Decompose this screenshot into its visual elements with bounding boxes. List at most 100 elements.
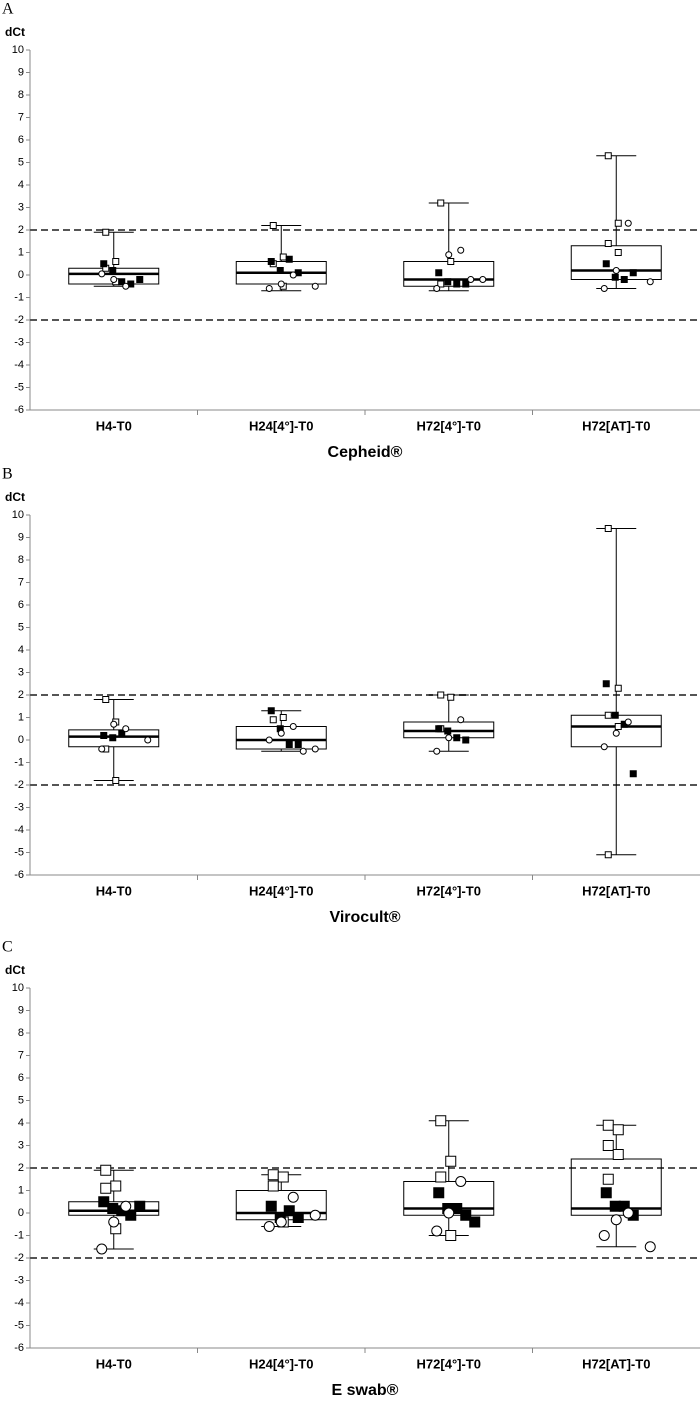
point — [98, 745, 106, 753]
y-tick-label: -2 — [14, 314, 24, 326]
y-tick-label: 6 — [18, 134, 24, 146]
chart-title: E swab® — [332, 1382, 399, 1399]
y-tick-label: 4 — [18, 644, 24, 656]
y-tick-label: 2 — [18, 1162, 24, 1174]
point — [455, 1176, 467, 1187]
point — [611, 273, 619, 281]
point — [612, 729, 620, 737]
point — [437, 199, 445, 207]
point — [265, 1200, 277, 1212]
point — [600, 743, 608, 751]
point — [100, 260, 108, 268]
point — [614, 219, 622, 227]
y-tick-label: -2 — [14, 779, 24, 791]
point — [122, 282, 130, 290]
x-tick-label: H4-T0 — [96, 883, 132, 898]
point — [437, 691, 445, 699]
y-tick-label: 1 — [18, 711, 24, 723]
point — [437, 280, 445, 288]
y-tick-label: -6 — [14, 404, 24, 416]
y-tick-label: 1 — [18, 1184, 24, 1196]
y-tick-label: -1 — [14, 1229, 24, 1241]
point — [598, 1230, 610, 1241]
y-tick-label: 6 — [18, 1072, 24, 1084]
y-tick-label: 8 — [18, 89, 24, 101]
y-tick-label: 9 — [18, 1004, 24, 1016]
point — [289, 723, 297, 730]
point — [435, 1115, 447, 1127]
box — [68, 1201, 160, 1216]
point — [457, 716, 465, 724]
point — [462, 736, 470, 744]
point — [287, 1191, 299, 1203]
point — [460, 1209, 472, 1221]
point — [444, 727, 452, 735]
point — [110, 1180, 122, 1192]
y-tick-label: 8 — [18, 554, 24, 566]
point — [614, 723, 622, 730]
point — [267, 258, 275, 265]
point — [431, 1225, 443, 1237]
y-tick-label: 8 — [18, 1027, 24, 1039]
point — [102, 696, 110, 703]
point — [447, 693, 455, 701]
point — [283, 1205, 295, 1217]
x-tick-label: H72[AT]-T0 — [582, 883, 650, 898]
point — [100, 1182, 112, 1194]
point — [292, 1212, 304, 1223]
x-tick-label: H4-T0 — [96, 1356, 132, 1371]
point — [453, 280, 461, 288]
point — [100, 1164, 112, 1176]
point — [122, 725, 130, 733]
point — [444, 278, 452, 286]
point — [109, 734, 117, 742]
point — [110, 276, 118, 283]
y-tick-label: 2 — [18, 689, 24, 701]
point — [629, 269, 637, 277]
y-tick-label: 10 — [12, 509, 24, 521]
panel-label: A — [2, 1, 14, 18]
point — [136, 276, 144, 283]
y-tick-label: 0 — [18, 734, 24, 746]
point — [109, 267, 117, 274]
point — [277, 280, 285, 288]
y-tick-label: -6 — [14, 869, 24, 881]
point — [275, 1216, 287, 1228]
y-tick-label: -6 — [14, 1342, 24, 1354]
point — [624, 718, 632, 726]
point — [269, 222, 277, 229]
point — [600, 285, 608, 292]
point — [125, 1209, 137, 1221]
point — [100, 732, 108, 739]
y-tick-label: 4 — [18, 1117, 24, 1129]
y-tick-label: -4 — [14, 1297, 24, 1309]
x-tick-label: H72[AT]-T0 — [582, 418, 650, 433]
point — [433, 1187, 445, 1199]
point — [612, 1124, 624, 1136]
point — [96, 1243, 108, 1255]
chart-title: Virocult® — [329, 909, 400, 926]
point — [263, 1221, 275, 1232]
point — [311, 745, 319, 753]
chart-title: Cepheid® — [328, 444, 403, 461]
y-tick-label: 3 — [18, 201, 24, 213]
point — [289, 271, 297, 279]
x-tick-label: H72[4°]-T0 — [417, 1356, 481, 1371]
point — [453, 734, 461, 742]
y-axis-label: dCt — [5, 25, 25, 39]
panel-label: B — [2, 466, 13, 483]
point — [467, 276, 475, 283]
point — [445, 1155, 457, 1167]
point — [602, 1173, 614, 1185]
x-tick-label: H4-T0 — [96, 418, 132, 433]
point — [433, 285, 441, 292]
point — [294, 741, 302, 748]
y-tick-label: -3 — [14, 336, 24, 348]
y-tick-label: 7 — [18, 111, 24, 123]
y-tick-label: 7 — [18, 576, 24, 588]
point — [277, 1171, 289, 1183]
point — [118, 278, 126, 286]
point — [445, 734, 453, 742]
point — [604, 711, 612, 719]
